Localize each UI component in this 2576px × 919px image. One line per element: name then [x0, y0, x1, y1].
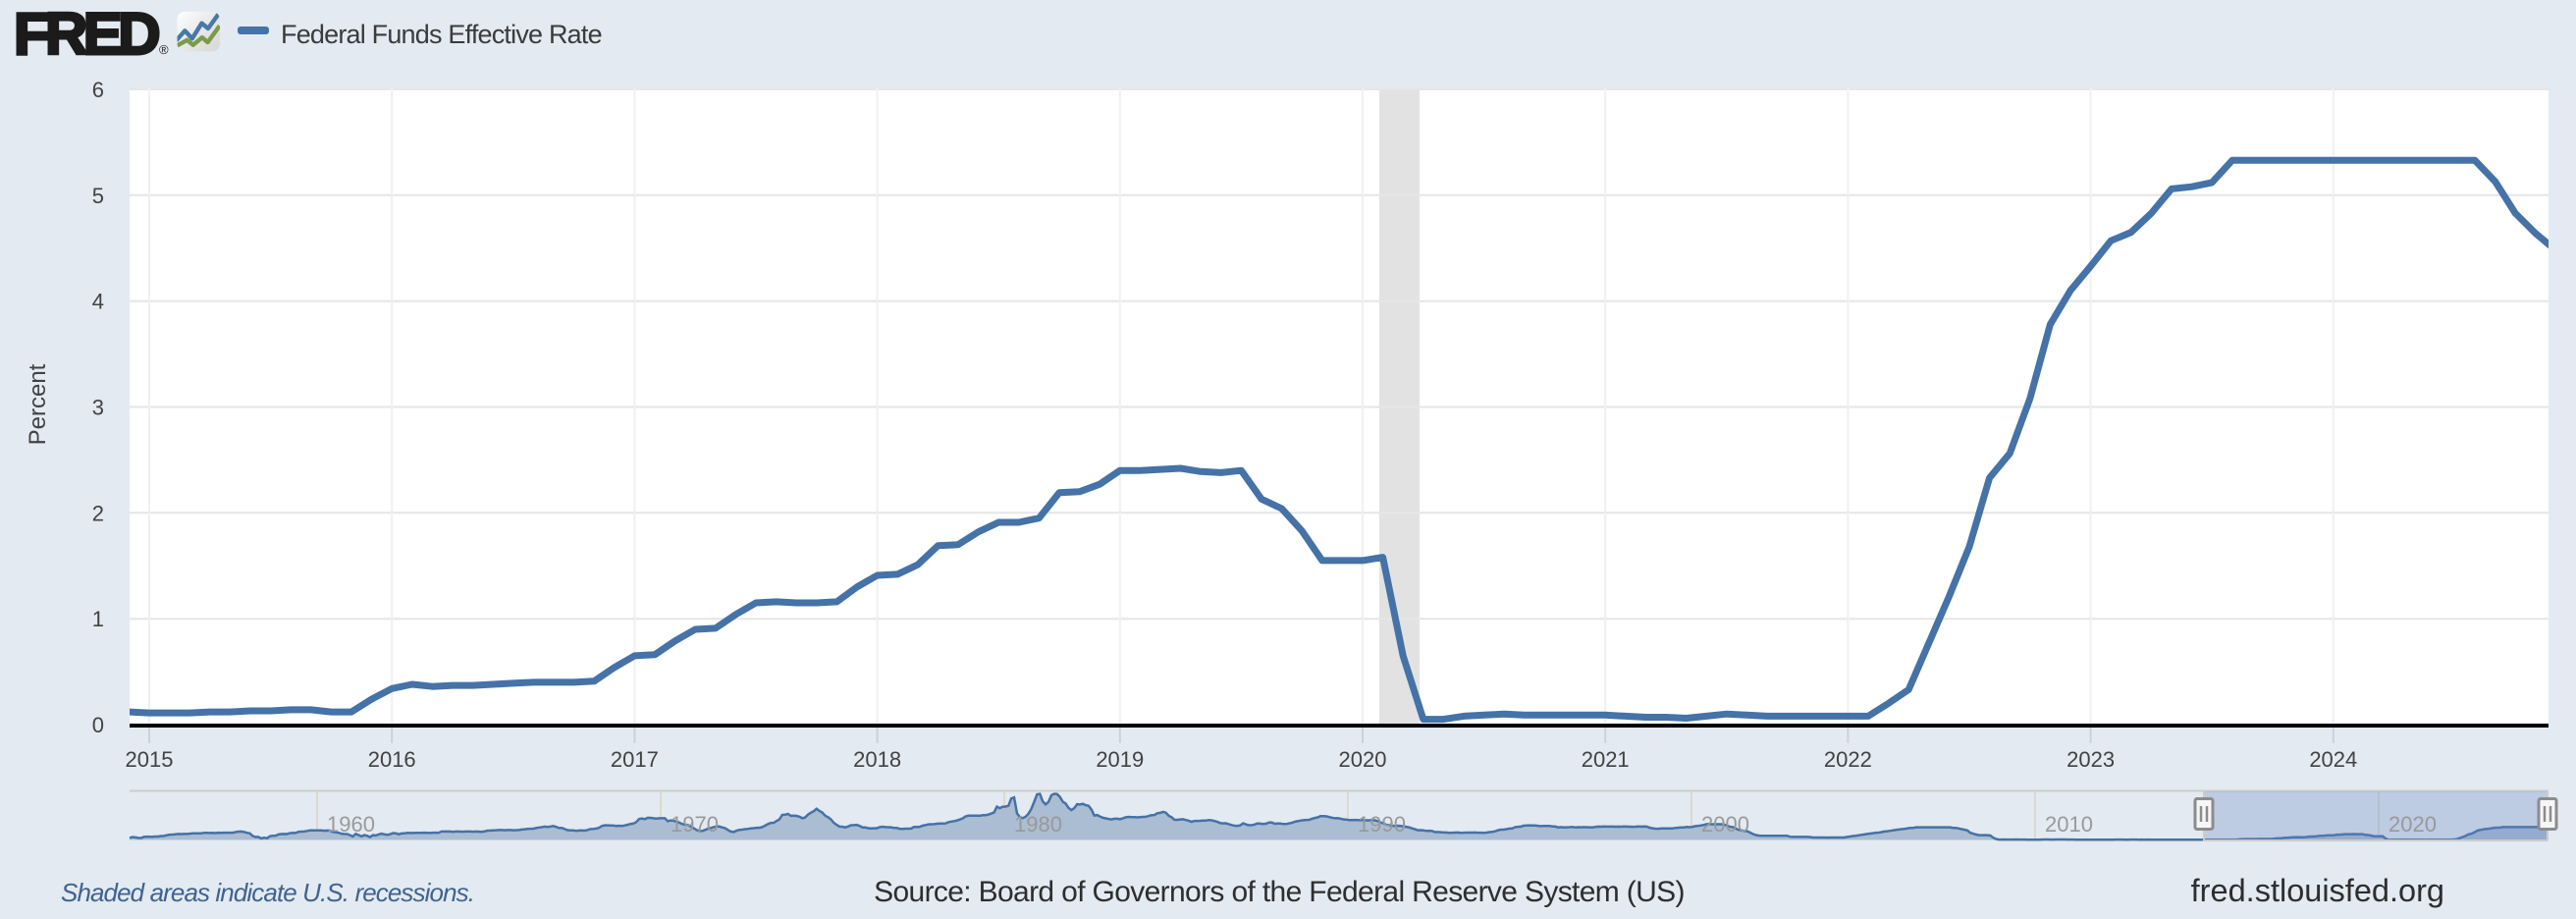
- svg-text:2016: 2016: [368, 747, 416, 772]
- svg-text:4: 4: [92, 290, 104, 314]
- svg-text:2018: 2018: [853, 747, 901, 772]
- svg-text:2024: 2024: [2309, 747, 2357, 772]
- svg-text:6: 6: [92, 78, 104, 102]
- svg-text:2017: 2017: [611, 747, 659, 772]
- svg-text:1980: 1980: [1014, 812, 1062, 837]
- svg-text:2023: 2023: [2066, 747, 2115, 772]
- svg-text:5: 5: [92, 184, 104, 208]
- svg-text:Source: Board of Governors of: Source: Board of Governors of the Federa…: [874, 876, 1685, 908]
- svg-text:1960: 1960: [327, 812, 375, 837]
- svg-text:1: 1: [92, 607, 104, 631]
- svg-text:2021: 2021: [1582, 747, 1630, 772]
- svg-text:1990: 1990: [1358, 812, 1406, 837]
- svg-text:Percent: Percent: [25, 363, 51, 445]
- svg-text:3: 3: [92, 396, 104, 420]
- svg-text:2022: 2022: [1824, 747, 1872, 772]
- svg-text:Shaded areas indicate U.S. rec: Shaded areas indicate U.S. recessions.: [61, 878, 474, 907]
- svg-text:2010: 2010: [2045, 812, 2093, 837]
- svg-text:1970: 1970: [671, 812, 719, 837]
- svg-text:®: ®: [159, 42, 169, 57]
- svg-text:2: 2: [92, 501, 104, 525]
- svg-text:2020: 2020: [1339, 747, 1387, 772]
- svg-text:fred.stlouisfed.org: fred.stlouisfed.org: [2191, 873, 2444, 908]
- svg-text:Federal Funds Effective Rate: Federal Funds Effective Rate: [281, 20, 602, 49]
- svg-text:2000: 2000: [1701, 812, 1749, 837]
- svg-text:2020: 2020: [2388, 812, 2437, 837]
- svg-text:FRED: FRED: [14, 1, 158, 67]
- svg-text:0: 0: [92, 713, 104, 737]
- svg-text:2015: 2015: [126, 747, 174, 772]
- svg-text:2019: 2019: [1096, 747, 1144, 772]
